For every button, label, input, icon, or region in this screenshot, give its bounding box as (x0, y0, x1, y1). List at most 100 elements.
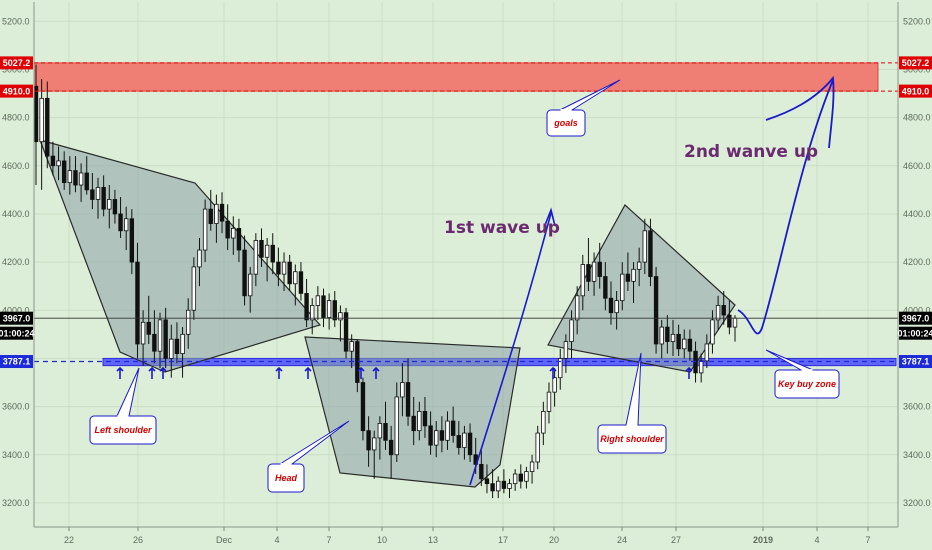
x-tick-label: Dec (216, 535, 233, 545)
current-price-tag-bg-left (0, 311, 33, 325)
candle-body (276, 261, 281, 275)
candle-body (625, 273, 631, 282)
countdown-tag-left: 01:00:24 (0, 328, 35, 338)
x-tick-label: 24 (617, 535, 627, 545)
candle-body (670, 333, 676, 342)
candle-body (186, 309, 191, 335)
candle-body (253, 240, 259, 275)
y-tick-label-right: 3200.0 (903, 498, 931, 508)
key-buy-zone-callout-label: Key buy zone (778, 379, 836, 389)
candle-body (552, 377, 557, 393)
candle-body (242, 249, 247, 297)
candle-body (591, 261, 597, 282)
candle-body (614, 300, 619, 314)
candle-body (428, 425, 433, 446)
head-callout-label: Head (275, 473, 298, 483)
resistance-bottom-tag-bg-right (899, 84, 932, 98)
wave2-arrow-line (737, 79, 834, 335)
candle-body (264, 244, 270, 258)
wave2-label: 2nd wanve up (684, 142, 818, 162)
candle-body (456, 435, 461, 448)
y-tick-label-left: 3600.0 (2, 402, 30, 412)
pattern-shapes (39, 139, 736, 488)
candle-body (56, 160, 61, 167)
candle-body (123, 218, 129, 232)
candle-body (343, 312, 349, 352)
candle-body (326, 300, 332, 318)
candle-body (541, 411, 546, 434)
candle-body (558, 358, 563, 379)
candle-body (727, 314, 732, 328)
candle-body (202, 208, 208, 251)
x-tick-label: 26 (133, 535, 143, 545)
candle-body (507, 483, 512, 489)
y-tick-label-right: 3400.0 (903, 450, 931, 460)
right-shoulder-callout-pointer (625, 352, 642, 426)
candle-body (259, 240, 264, 258)
candle-body (67, 170, 73, 184)
key-buy-tag-bg-right (899, 355, 932, 369)
left-shoulder-callout-joint (117, 415, 129, 418)
candle-body (710, 319, 715, 345)
candle-body (603, 276, 608, 299)
x-tick-label: 22 (64, 535, 74, 545)
candle-body (45, 97, 50, 157)
candle-body (580, 264, 585, 297)
candle-body (698, 360, 704, 374)
candle-body (140, 321, 146, 345)
y-tick-label-left: 4600.0 (2, 161, 30, 171)
candle-body (304, 292, 309, 321)
level-lines (34, 62, 898, 363)
y-tick-label-right: 3600.0 (903, 402, 931, 412)
candle-body (270, 244, 275, 263)
resistance-top-tag-left: 5027.2 (3, 58, 31, 68)
candle-body (524, 471, 529, 482)
resistance-top-tag-bg-right (899, 56, 932, 70)
y-tick-label-right: 5000.0 (903, 64, 931, 74)
up-arrow-icon (549, 366, 557, 379)
candle-body (546, 391, 552, 412)
up-arrow-icon (357, 366, 365, 379)
candle-body (84, 172, 89, 191)
x-tick-label: 4 (274, 535, 279, 545)
goal-zone (33, 62, 879, 92)
y-tick-label-right: 4200.0 (903, 257, 931, 267)
resistance-bottom-tag-bg-left (0, 84, 33, 98)
candle-body (61, 160, 67, 184)
candle-body (648, 230, 653, 277)
candle-body (163, 319, 168, 359)
up-arrow-icon (116, 366, 124, 379)
candle-body (732, 317, 738, 328)
candle-body (90, 189, 95, 200)
candle-body (157, 319, 163, 352)
key-buy-zone-callout-joint (801, 369, 813, 372)
candle-body (281, 261, 287, 275)
resistance-top-tag-bg-left (0, 56, 33, 70)
y-tick-label-right: 4000.0 (903, 305, 931, 315)
candle-body (107, 199, 112, 210)
candle-body (338, 312, 343, 321)
head-callout-joint (280, 463, 292, 466)
y-tick-label-left: 4400.0 (2, 209, 30, 219)
candle-body (372, 437, 377, 451)
candle-body (597, 261, 602, 277)
current-price-tag-left: 3967.0 (3, 313, 31, 323)
candle-body (129, 218, 135, 263)
key-buy-zone-callout-pointer (765, 349, 814, 371)
wave1-arrow-head (544, 207, 556, 227)
candle-body (298, 271, 304, 294)
candle-body (518, 473, 523, 482)
candle-body (310, 305, 315, 321)
candle-body (383, 423, 388, 441)
resistance-top-tag-right: 5027.2 (902, 58, 930, 68)
x-tick-label: 7 (865, 535, 870, 545)
candle-body (360, 382, 366, 432)
current-price-tag-right: 3967.0 (902, 313, 930, 323)
left-shoulder-shape (39, 139, 322, 373)
key-buy-tag-left: 3787.1 (3, 357, 31, 367)
up-arrow-icon (304, 366, 312, 379)
candles (33, 64, 738, 499)
